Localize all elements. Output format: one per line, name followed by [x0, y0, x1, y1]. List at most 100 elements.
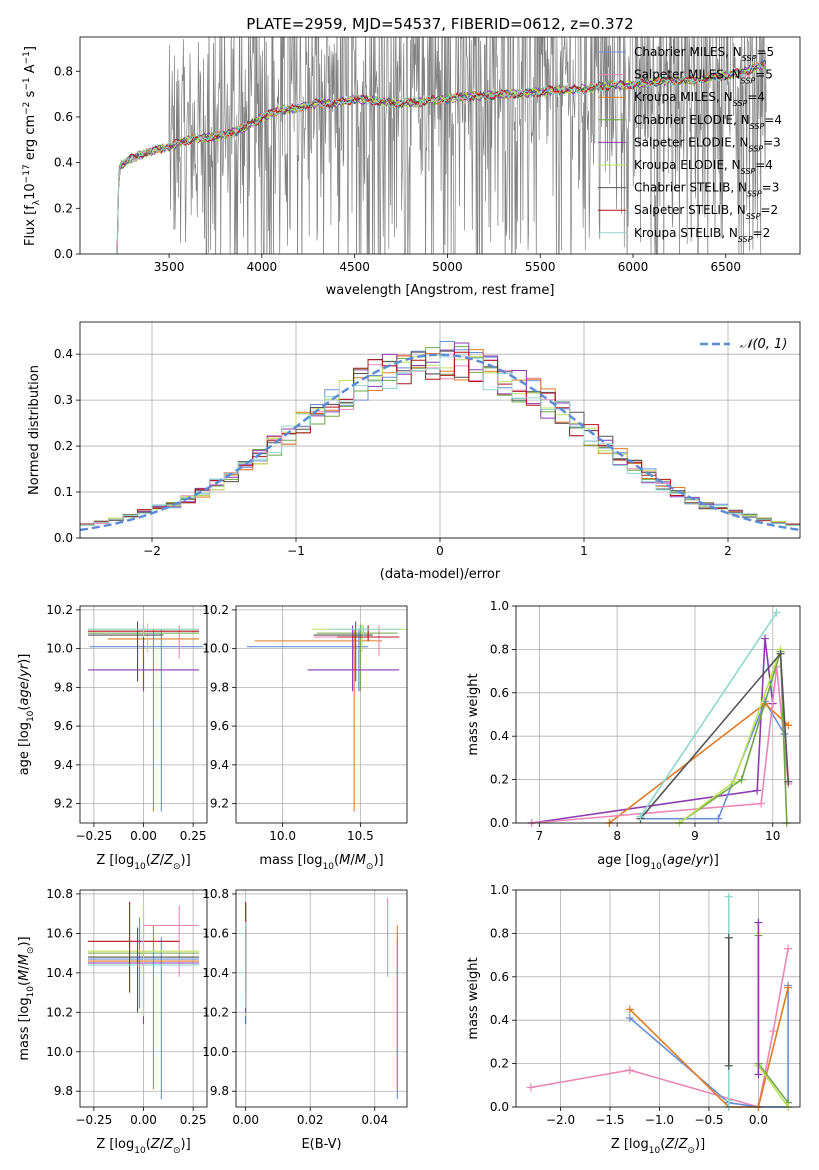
legend-entry: Salpeter MILES, NSSP=5 — [634, 68, 773, 86]
legend-sub: SSP — [750, 121, 765, 130]
y-tick-label: 9.8 — [210, 1084, 229, 1098]
x-tick-label: 0 — [436, 544, 444, 558]
y-tick-label: 9.8 — [54, 680, 73, 694]
x-tick-label: 10 — [765, 829, 780, 843]
x-tick-label: −1.0 — [645, 1113, 674, 1127]
x-axis-label: mass [log10(M/M⊙)] — [259, 853, 383, 872]
legend-suffix: =3 — [763, 135, 781, 149]
label-part: mass [log — [17, 997, 32, 1060]
x-tick-label: 4000 — [247, 260, 278, 274]
label-part: M — [17, 970, 32, 981]
histogram-kroupa_stelib — [80, 355, 800, 526]
label-part: / — [17, 965, 32, 970]
weight-marker-chabrier_stelib — [724, 1061, 733, 1070]
label-part: / — [160, 1137, 165, 1152]
label-part: )] — [695, 1137, 705, 1152]
x-tick-label: 0.00 — [130, 1113, 157, 1127]
panel-mass-vs-EBV: 0.00 0.02 0.04 9.8 10.0 10.2 10.4 10.6 10.8 E(B-V… — [202, 887, 408, 1152]
weight-marker-salpeter_miles — [757, 799, 766, 808]
label-part: M — [17, 954, 32, 965]
y-tick-label: 10.2 — [202, 603, 229, 617]
panel-age-vs-Z: −0.25 0.00 0.259.29.49.69.810.010.2Z [log1… — [17, 603, 208, 872]
label-part: ( — [17, 981, 32, 986]
weight-marker-kroupa_miles — [784, 983, 793, 992]
y-tick-label: 0.6 — [490, 970, 509, 984]
legend-text: Kroupa STELIB, N — [634, 226, 738, 240]
legend-sub: SSP — [742, 54, 757, 63]
y-tick-label: 0.6 — [490, 686, 509, 700]
y-tick-label: 10.6 — [46, 926, 73, 940]
x-tick-label: 5500 — [525, 260, 556, 274]
label-part: )] — [181, 1137, 191, 1152]
y-tick-label: 10.0 — [202, 642, 229, 656]
y-tick-label: 10.0 — [46, 1045, 73, 1059]
legend-suffix: =2 — [760, 203, 778, 217]
x-tick-label: −1.5 — [595, 1113, 624, 1127]
x-tick-label: 0.02 — [297, 1113, 324, 1127]
label-part: 10 — [650, 862, 662, 872]
label-part: ] — [23, 46, 38, 51]
axes-frame — [79, 321, 801, 539]
legend-suffix: =4 — [747, 90, 765, 104]
axes-frame — [79, 889, 208, 1108]
model-spectrum-kroupa_stelib — [116, 62, 767, 254]
legend-entry: Chabrier STELIB, NSSP=3 — [634, 181, 779, 199]
x-tick-label: 1 — [580, 544, 588, 558]
legend-sub: SSP — [747, 189, 762, 198]
histogram-salpeter_stelib — [80, 351, 800, 525]
normal-distribution-curve — [79, 353, 801, 532]
y-tick-label: 10.0 — [202, 1045, 229, 1059]
label-part: A — [23, 64, 38, 77]
legend-entry: Salpeter ELODIE, NSSP=3 — [634, 135, 781, 153]
label-part: )] — [17, 654, 32, 664]
y-tick-label: 9.2 — [210, 797, 229, 811]
y-tick-label: 0.2 — [490, 773, 509, 787]
label-part: E(B-V) — [301, 1137, 341, 1152]
label-part: yr — [17, 662, 32, 678]
legend-text: Salpeter MILES, N — [634, 68, 741, 82]
weight-marker-salpeter_elodie — [754, 918, 763, 927]
weight-line-chabrier_elodie — [757, 935, 789, 1104]
y-tick-label: 0.8 — [54, 64, 73, 78]
x-tick-label: −2.0 — [546, 1113, 575, 1127]
weight-marker-chabrier_miles — [625, 1014, 634, 1023]
label-part: Z [log — [611, 1137, 649, 1152]
label-part: ( — [334, 853, 339, 868]
label-part: 10 — [23, 183, 38, 200]
legend-entry: Salpeter STELIB, NSSP=2 — [634, 203, 778, 221]
y-tick-label: 9.8 — [210, 680, 229, 694]
label-part: ( — [146, 853, 151, 868]
y-tick-label: 10.2 — [202, 1005, 229, 1019]
y-tick-label: 10.0 — [46, 642, 73, 656]
label-part: age [log — [597, 853, 650, 868]
y-tick-label: 9.6 — [210, 719, 229, 733]
model-spectrum-salpeter_elodie — [116, 62, 767, 250]
y-tick-label: 0.2 — [490, 1057, 509, 1071]
x-tick-label: 6500 — [710, 260, 741, 274]
x-tick-label: 0.00 — [232, 1113, 259, 1127]
y-tick-label: 10.4 — [202, 966, 229, 980]
legend-entry: Kroupa ELODIE, NSSP=4 — [634, 158, 773, 176]
label-part: )] — [373, 853, 383, 868]
y-tick-label: 0.1 — [54, 485, 73, 499]
y-tick-label: 0.2 — [54, 201, 73, 215]
y-axis-label: mass weight — [466, 957, 481, 1039]
label-part: −1 — [22, 51, 32, 64]
label-part: / — [691, 853, 696, 868]
weight-line-salpeter_elodie — [531, 638, 774, 824]
x-tick-label: 4500 — [339, 260, 370, 274]
panel-mass-weight-vs-Z: −2.0 −1.5 −1.0 −0.5 0.0 0.0 0.2 0.4 0.6 0.8 1.0 Z [… — [466, 883, 801, 1156]
legend-sub: SSP — [746, 212, 761, 221]
x-tick-label: 8 — [613, 829, 621, 843]
legend-text: Salpeter STELIB, N — [634, 203, 746, 217]
y-tick-label: 0.4 — [54, 156, 73, 170]
label-part: yr — [695, 853, 711, 868]
weight-marker-kroupa_elodie — [729, 777, 738, 786]
legend-text: Chabrier MILES, N — [634, 45, 742, 59]
y-tick-label: 0.4 — [490, 1013, 509, 1027]
weight-marker-chabrier_stelib — [784, 777, 793, 786]
label-part: ( — [660, 1137, 665, 1152]
x-tick-label: 3500 — [154, 260, 185, 274]
label-part: ⊙ — [173, 862, 181, 872]
y-tick-label: 0.4 — [490, 729, 509, 743]
